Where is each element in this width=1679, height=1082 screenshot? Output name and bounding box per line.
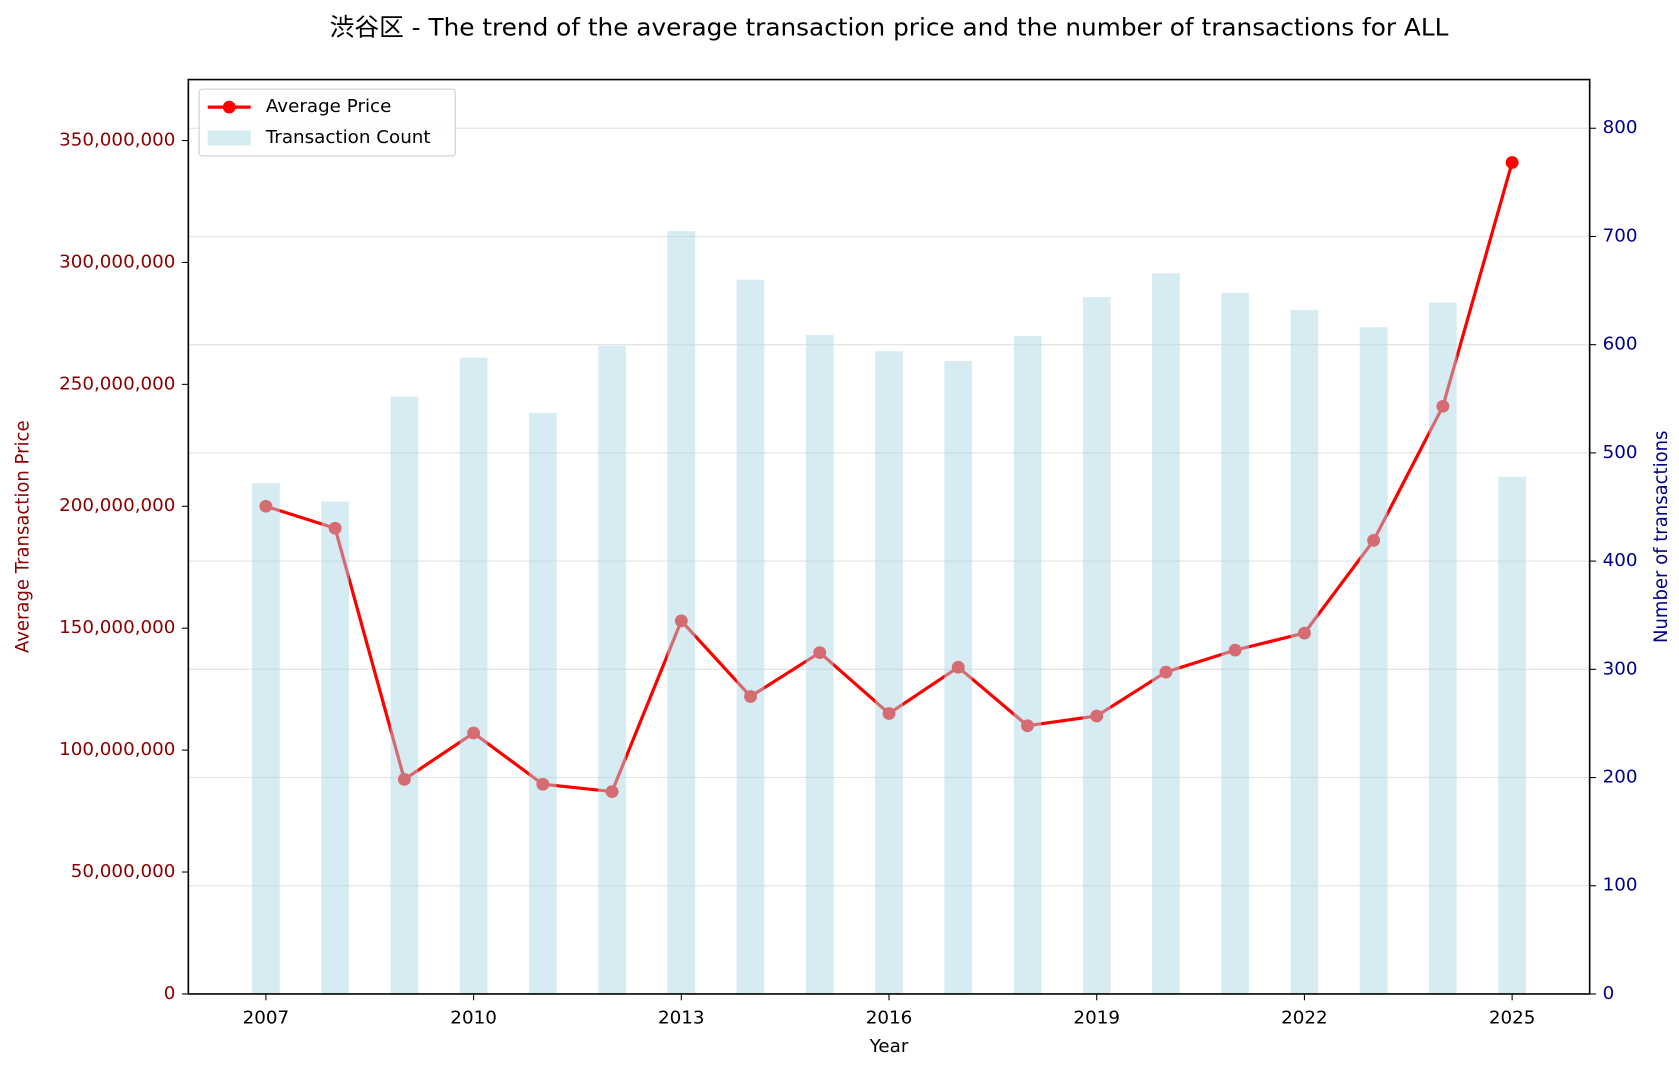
y2-tick-label: 0 (1603, 983, 1615, 1004)
y-axis-label: Average Transaction Price (13, 420, 34, 653)
legend-box (198, 88, 456, 157)
count-bar (1290, 310, 1319, 994)
count-bar (1152, 273, 1180, 994)
x-axis-label: Year (869, 1036, 909, 1057)
count-bar (667, 231, 696, 994)
y-tick-label: 250,000,000 (59, 373, 175, 394)
y2-tick-label: 200 (1603, 767, 1638, 788)
chart-title: 渋谷区 - The trend of the average transacti… (330, 13, 1449, 42)
y-tick-label: 100,000,000 (59, 739, 175, 760)
count-bar (1221, 292, 1250, 994)
y-tick-label: 350,000,000 (59, 130, 175, 151)
y2-tick-label: 300 (1603, 658, 1638, 679)
count-bar (1429, 302, 1457, 994)
count-bar (1359, 327, 1388, 994)
count-bar (252, 483, 280, 994)
plot-frame (187, 78, 1591, 995)
count-bar (528, 412, 557, 994)
y2-tick-label: 700 (1603, 226, 1638, 247)
x-tick-label: 2019 (1073, 1007, 1120, 1028)
y-tick-label: 200,000,000 (59, 495, 175, 516)
count-bar (459, 357, 488, 994)
count-bar (390, 396, 419, 994)
x-tick-label: 2022 (1281, 1007, 1328, 1028)
y2-tick-label: 800 (1603, 117, 1638, 138)
legend-swatch (207, 130, 251, 146)
x-tick-label: 2010 (450, 1007, 497, 1028)
y2-axis-label: Number of transactions (1651, 431, 1672, 643)
y2-tick-label: 500 (1603, 442, 1638, 463)
legend-label: Transaction Count (265, 127, 431, 148)
count-bar (944, 360, 973, 994)
count-bar (1498, 476, 1526, 994)
x-tick-label: 2025 (1489, 1007, 1536, 1028)
count-bar (805, 334, 834, 994)
count-bar (1013, 336, 1042, 994)
count-bar (321, 501, 349, 994)
count-bar (1082, 297, 1111, 994)
y2-tick-label: 600 (1603, 334, 1638, 355)
y-tick-label: 150,000,000 (59, 617, 175, 638)
y2-tick-label: 100 (1603, 875, 1638, 896)
legend-marker (222, 100, 236, 114)
x-tick-label: 2016 (866, 1007, 913, 1028)
price-point (1505, 156, 1519, 169)
count-bar (598, 345, 626, 994)
y-tick-label: 0 (164, 983, 176, 1004)
y2-tick-label: 400 (1603, 550, 1638, 571)
x-tick-label: 2013 (658, 1007, 705, 1028)
legend-label: Average Price (266, 96, 392, 117)
y-tick-label: 300,000,000 (59, 252, 175, 273)
x-tick-label: 2007 (243, 1007, 290, 1028)
count-bar (875, 351, 903, 994)
count-bar (736, 279, 765, 994)
y-tick-label: 50,000,000 (71, 861, 176, 882)
